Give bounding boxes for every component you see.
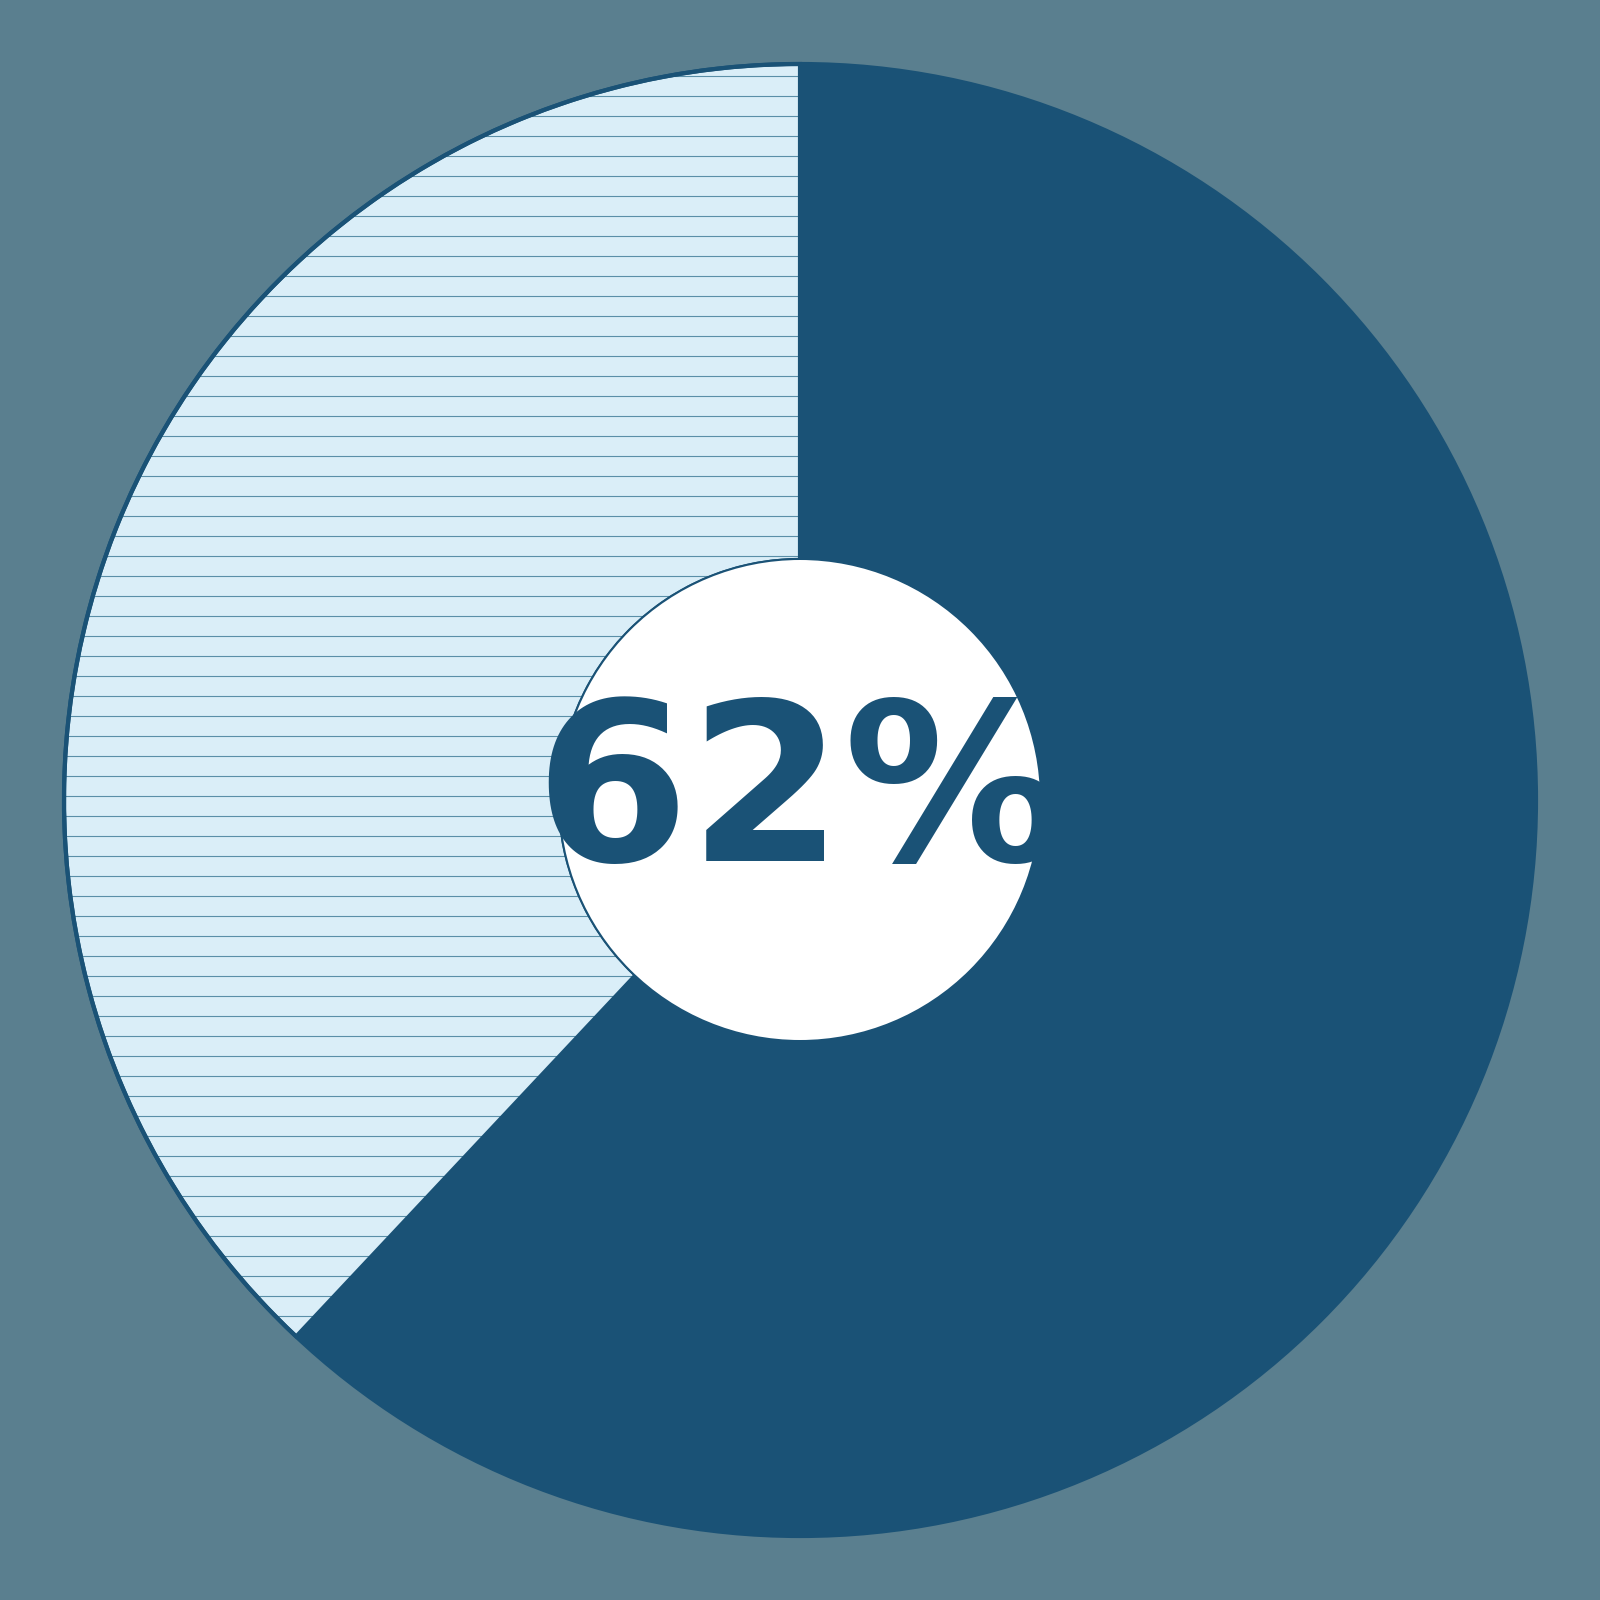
Circle shape <box>560 560 1040 1040</box>
Wedge shape <box>296 64 1536 1536</box>
Wedge shape <box>64 64 800 1336</box>
Text: 62%: 62% <box>534 693 1066 907</box>
